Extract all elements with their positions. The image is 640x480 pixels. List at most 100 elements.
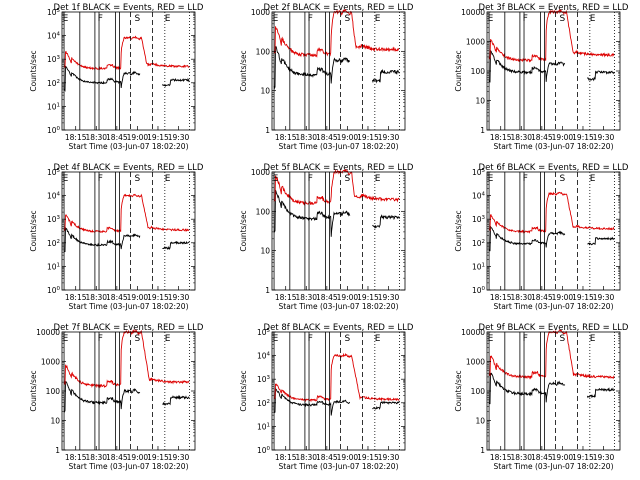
y-axis-label: Counts/sec — [239, 370, 248, 411]
marker-label: E — [488, 174, 494, 184]
y-tick-label: 104 — [257, 352, 271, 361]
x-tick-label: 19:00 — [337, 133, 359, 142]
x-tick-label: 18:15 — [490, 293, 512, 302]
x-tick-label: 18:30 — [510, 293, 532, 302]
marker-label: E — [63, 14, 69, 24]
marker-label: F — [523, 174, 528, 184]
x-tick-label: 18:15 — [65, 293, 87, 302]
panel-title: Det 6f BLACK = Events, RED = LLD — [479, 163, 629, 173]
x-tick-label: 18:30 — [85, 293, 107, 302]
y-tick-label: 100 — [256, 47, 271, 56]
lld-series-line — [488, 329, 615, 380]
y-tick-label: 1000 — [466, 38, 485, 47]
marker-label: S — [135, 174, 141, 184]
x-tick-label: 18:30 — [85, 453, 107, 462]
panel-title: Det 3f BLACK = Events, RED = LLD — [479, 3, 629, 13]
marker-label: E — [590, 334, 596, 344]
y-axis-label: Counts/sec — [239, 50, 248, 91]
x-axis-label: Start Time (03-Jun-07 18:02:20) — [69, 462, 189, 471]
y-tick-label: 10 — [475, 97, 485, 106]
panel-title: Det 7f BLACK = Events, RED = LLD — [54, 323, 204, 333]
x-tick-label: 18:15 — [65, 133, 87, 142]
y-tick-label: 100 — [47, 126, 61, 135]
lld-series-line — [273, 8, 400, 58]
x-axis-label: Start Time (03-Jun-07 18:02:20) — [494, 302, 614, 311]
y-tick-label: 100 — [471, 67, 486, 76]
marker-label: E — [273, 174, 279, 184]
plot-frame — [271, 171, 406, 291]
marker-label: E — [488, 14, 494, 24]
events-series-line — [488, 49, 615, 83]
x-tick-label: 19:30 — [168, 453, 190, 462]
y-tick-label: 100 — [257, 446, 271, 455]
panel-title: Det 9f BLACK = Events, RED = LLD — [479, 323, 629, 333]
x-tick-label: 18:45 — [106, 453, 128, 462]
lld-series-line — [63, 329, 190, 389]
x-tick-label: 18:15 — [490, 453, 512, 462]
x-tick-label: 18:30 — [295, 133, 317, 142]
x-tick-label: 19:30 — [593, 453, 615, 462]
marker-label: F — [98, 174, 103, 184]
events-series-line — [273, 189, 400, 237]
plot-frame — [486, 171, 621, 291]
y-axis-label: Counts/sec — [454, 210, 463, 251]
marker-label: E — [63, 334, 69, 344]
y-tick-label: 1 — [265, 286, 270, 295]
x-tick-label: 19:15 — [147, 133, 169, 142]
x-tick-label: 19:30 — [168, 293, 190, 302]
x-tick-label: 19:15 — [572, 133, 594, 142]
y-tick-label: 10 — [475, 417, 485, 426]
y-tick-label: 10000 — [461, 8, 485, 17]
x-axis-label: Start Time (03-Jun-07 18:02:20) — [279, 302, 399, 311]
x-tick-label: 18:45 — [316, 293, 338, 302]
y-tick-label: 1000 — [251, 8, 270, 17]
y-tick-label: 101 — [47, 262, 60, 271]
marker-label: E — [273, 14, 279, 24]
y-tick-label: 103 — [472, 215, 486, 224]
marker-label: S — [560, 14, 566, 24]
x-tick-label: 19:00 — [337, 293, 359, 302]
marker-label: E — [590, 174, 596, 184]
x-tick-label: 19:15 — [147, 453, 169, 462]
panel-title: Det 5f BLACK = Events, RED = LLD — [264, 163, 414, 173]
y-tick-label: 1 — [480, 446, 485, 455]
marker-label: S — [135, 334, 141, 344]
x-tick-label: 19:00 — [127, 293, 149, 302]
x-tick-label: 19:15 — [357, 133, 379, 142]
y-tick-label: 1 — [265, 126, 270, 135]
marker-label: E — [375, 174, 381, 184]
lld-series-line — [63, 35, 190, 71]
y-tick-label: 104 — [47, 32, 61, 41]
events-series-line — [273, 387, 400, 416]
x-tick-label: 18:30 — [510, 453, 532, 462]
y-tick-label: 100 — [47, 286, 61, 295]
y-tick-label: 100 — [46, 387, 61, 396]
y-tick-label: 102 — [472, 239, 485, 248]
y-tick-label: 10000 — [36, 328, 60, 337]
marker-label: F — [98, 14, 103, 24]
marker-label: F — [308, 14, 313, 24]
marker-label: E — [165, 174, 171, 184]
y-tick-label: 105 — [47, 8, 61, 17]
y-axis-label: Counts/sec — [454, 50, 463, 91]
y-tick-label: 103 — [257, 375, 271, 384]
marker-label: S — [560, 174, 566, 184]
x-tick-label: 19:15 — [572, 293, 594, 302]
events-series-line — [63, 65, 190, 92]
y-tick-label: 101 — [472, 262, 485, 271]
marker-label: S — [135, 14, 141, 24]
marker-label: S — [345, 334, 351, 344]
y-axis-label: Counts/sec — [29, 50, 38, 91]
lld-series-line — [488, 191, 615, 234]
x-tick-label: 18:15 — [490, 133, 512, 142]
x-axis-label: Start Time (03-Jun-07 18:02:20) — [494, 462, 614, 471]
x-tick-label: 19:15 — [357, 453, 379, 462]
marker-label: F — [523, 334, 528, 344]
x-tick-label: 18:15 — [275, 293, 297, 302]
y-tick-label: 1 — [480, 126, 485, 135]
y-axis-label: Counts/sec — [239, 210, 248, 251]
marker-label: E — [488, 334, 494, 344]
